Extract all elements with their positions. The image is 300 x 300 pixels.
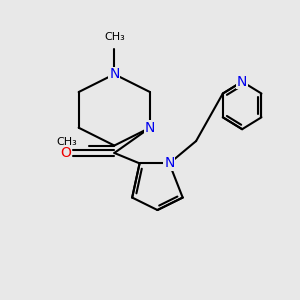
- Text: CH₃: CH₃: [56, 137, 77, 147]
- Text: CH₃: CH₃: [104, 32, 125, 41]
- Text: N: N: [164, 156, 175, 170]
- Text: O: O: [61, 146, 72, 160]
- Text: N: N: [237, 75, 247, 88]
- Text: N: N: [109, 67, 119, 81]
- Text: N: N: [145, 121, 155, 135]
